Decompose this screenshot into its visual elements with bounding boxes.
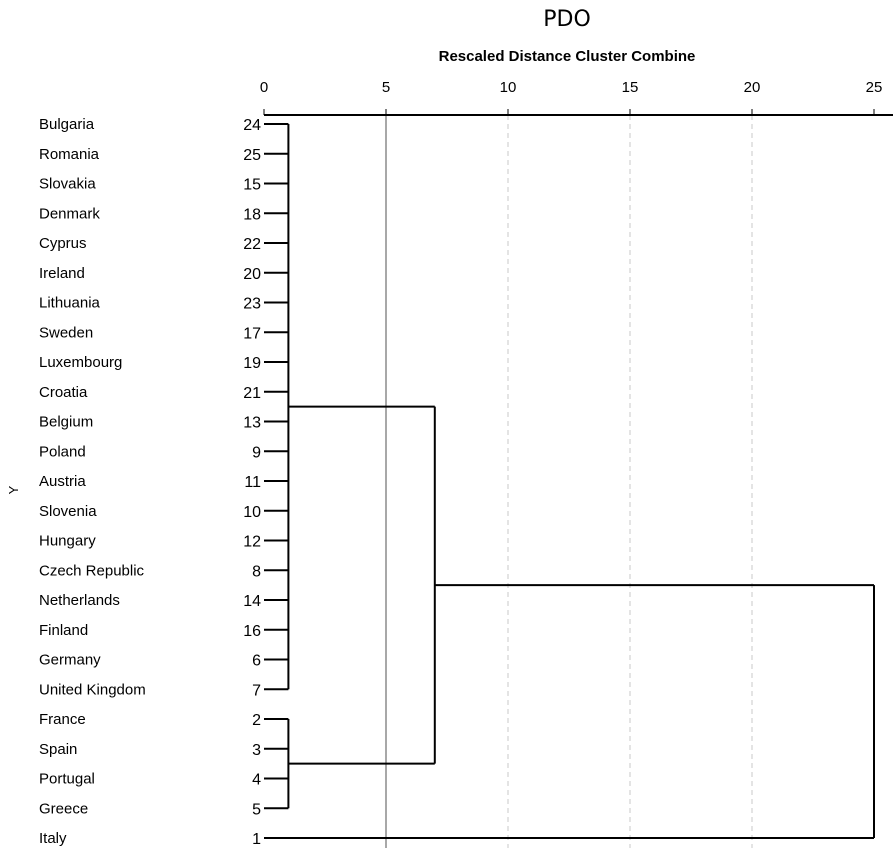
case-number: 8 — [252, 563, 261, 580]
leaf-label: Netherlands — [39, 592, 120, 609]
case-number: 14 — [243, 593, 261, 610]
leaf-label: Finland — [39, 622, 88, 639]
leaf-label: Slovenia — [39, 503, 97, 520]
grid-lines — [385, 115, 753, 848]
leaf-label: Cyprus — [39, 235, 87, 252]
case-number: 2 — [252, 712, 261, 729]
leaf-label: Slovakia — [39, 176, 96, 193]
case-number: 9 — [252, 444, 261, 461]
leaf-label: Ireland — [39, 265, 85, 282]
chart-title: PDO — [543, 7, 591, 32]
leaf-label: Lithuania — [39, 295, 101, 312]
leaf-label: Poland — [39, 443, 86, 460]
leaf-label: Portugal — [39, 771, 95, 788]
leaf-label: France — [39, 711, 86, 728]
case-number: 25 — [243, 147, 261, 164]
leaf-label: Greece — [39, 800, 88, 817]
case-number: 16 — [243, 623, 261, 640]
case-number: 6 — [252, 653, 261, 670]
leaf-label: Belgium — [39, 414, 93, 431]
case-number: 1 — [252, 831, 261, 848]
case-number: 23 — [243, 296, 261, 313]
case-number: 12 — [243, 534, 261, 551]
leaf-label: Croatia — [39, 384, 88, 401]
case-number: 19 — [243, 355, 261, 372]
case-number: 17 — [243, 325, 261, 342]
case-number: 22 — [243, 236, 261, 253]
leaf-label: Romania — [39, 146, 100, 163]
case-number: 15 — [243, 177, 261, 194]
dendrogram-links — [264, 123, 875, 839]
x-tick-label: 10 — [500, 79, 517, 96]
case-number: 21 — [243, 385, 261, 402]
y-axis-label: Y — [6, 485, 21, 494]
x-tick-label: 0 — [260, 79, 268, 96]
case-number: 24 — [243, 117, 261, 134]
leaf-label: United Kingdom — [39, 681, 146, 698]
case-number: 18 — [243, 206, 261, 223]
leaf-label: Hungary — [39, 533, 96, 550]
leaf-label: Czech Republic — [39, 562, 145, 579]
x-tick-label: 15 — [622, 79, 639, 96]
leaf-label: Bulgaria — [39, 116, 95, 133]
case-number: 7 — [252, 682, 261, 699]
case-number: 11 — [244, 474, 261, 491]
case-number: 10 — [243, 504, 261, 521]
x-tick-label: 20 — [744, 79, 761, 96]
leaf-label: Denmark — [39, 205, 100, 222]
leaf-label: Austria — [39, 473, 86, 490]
chart-subtitle: Rescaled Distance Cluster Combine — [439, 48, 696, 65]
case-number: 4 — [252, 772, 261, 789]
leaf-label: Sweden — [39, 324, 93, 341]
leaf-label: Italy — [39, 830, 67, 847]
x-axis: 0 5 10 15 20 25 — [260, 79, 893, 116]
leaf-label: Germany — [39, 652, 101, 669]
case-number: 13 — [243, 415, 261, 432]
x-tick-label: 25 — [866, 79, 883, 96]
case-number: 5 — [252, 801, 261, 818]
x-tick-label: 5 — [382, 79, 390, 96]
leaf-label: Spain — [39, 741, 77, 758]
case-number: 3 — [252, 742, 261, 759]
case-number: 20 — [243, 266, 261, 283]
leaf-label: Luxembourg — [39, 354, 122, 371]
